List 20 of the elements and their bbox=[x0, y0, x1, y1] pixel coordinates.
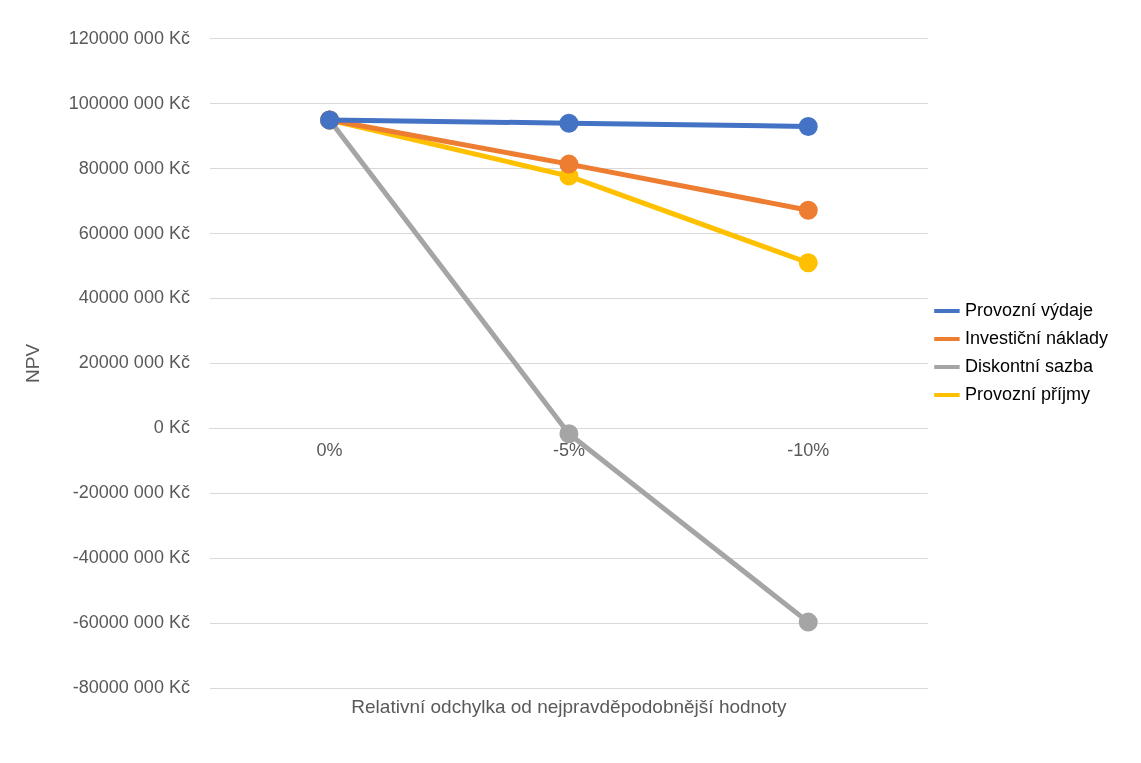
y-tick-label: 20000 000 Kč bbox=[78, 352, 190, 373]
x-tick-label: -5% bbox=[552, 440, 585, 461]
y-tick-label: 40000 000 Kč bbox=[78, 287, 190, 308]
x-tick-label: -10% bbox=[787, 440, 830, 461]
y-tick-label: -60000 000 Kč bbox=[72, 612, 190, 633]
y-tick-label: -40000 000 Kč bbox=[72, 547, 190, 568]
y-tick-label: -20000 000 Kč bbox=[72, 482, 190, 503]
y-tick-label: 120000 000 Kč bbox=[68, 27, 190, 48]
x-tick-label: 0% bbox=[316, 440, 343, 461]
y-tick-label: 60000 000 Kč bbox=[78, 222, 190, 243]
y-tick-label: 0 Kč bbox=[153, 417, 190, 438]
y-tick-label: 80000 000 Kč bbox=[78, 157, 190, 178]
y-tick-label: 100000 000 Kč bbox=[68, 92, 190, 113]
x-axis-title: Relativní odchylka od nejpravděpodobnější hodnoty bbox=[351, 695, 787, 717]
y-tick-label: -80000 000 Kč bbox=[72, 676, 190, 697]
legend-label: Diskontní sazba bbox=[964, 355, 1094, 376]
legend-label: Investiční náklady bbox=[964, 327, 1108, 348]
legend-label: Provozní výdaje bbox=[964, 299, 1093, 320]
y-axis-title: NPV bbox=[21, 343, 43, 383]
legend-label: Provozní příjmy bbox=[964, 383, 1090, 404]
